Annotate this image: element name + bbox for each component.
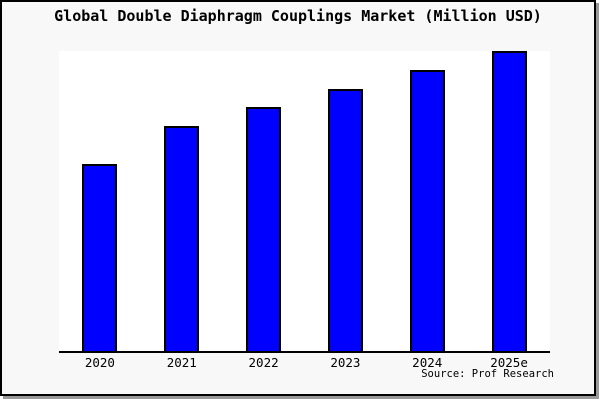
bar-slot-2021	[141, 51, 223, 351]
bar-slot-2025e	[468, 51, 550, 351]
bar-slot-2022	[223, 51, 305, 351]
bar-slot-2023	[304, 51, 386, 351]
x-tick-label-2024: 2024	[412, 355, 443, 370]
x-tick-label-2023: 2023	[330, 355, 361, 370]
bars-group	[59, 51, 550, 351]
bar-2020	[82, 163, 118, 351]
bar-slot-2024	[386, 51, 468, 351]
x-tick-label-2020: 2020	[84, 355, 115, 370]
chart-title: Global Double Diaphragm Couplings Market…	[54, 7, 542, 25]
x-tick-label-2021: 2021	[166, 355, 197, 370]
bar-2022	[246, 107, 282, 351]
plot-area	[59, 51, 550, 353]
x-axis-tick-labels: 2020 2021 2022 2023 2024 2025e	[59, 355, 550, 370]
bar-2025e	[491, 51, 527, 351]
x-tick-label-2025e: 2025e	[490, 355, 528, 370]
bar-2021	[164, 126, 200, 351]
source-credit: Source: Prof Research	[421, 368, 554, 380]
bar-2023	[327, 88, 363, 351]
bar-slot-2020	[59, 51, 141, 351]
bar-2024	[409, 69, 445, 351]
x-tick-label-2022: 2022	[248, 355, 279, 370]
